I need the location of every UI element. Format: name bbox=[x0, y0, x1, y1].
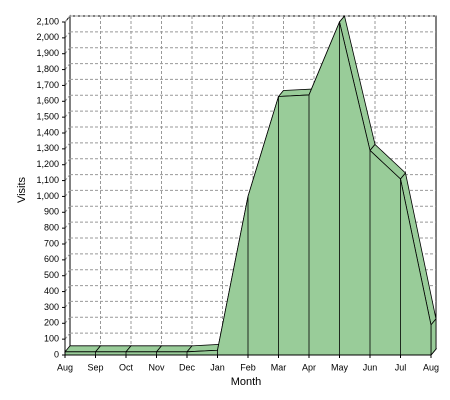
grid-line-side bbox=[64, 47, 71, 55]
grid-line-side bbox=[64, 253, 71, 261]
y-tick-label: 500 bbox=[44, 270, 59, 280]
x-tick-label: Aug bbox=[423, 362, 439, 372]
grid-line-side bbox=[64, 269, 71, 277]
y-tick-label: 2,000 bbox=[36, 32, 59, 42]
grid-line-side bbox=[64, 205, 71, 213]
x-tick-label: Dec bbox=[179, 362, 196, 372]
y-tick-label: 1,000 bbox=[36, 191, 59, 201]
grid-line-side bbox=[64, 142, 71, 150]
y-tick-label: 0 bbox=[54, 349, 59, 359]
area-depth bbox=[94, 345, 132, 353]
area-depth-end bbox=[430, 317, 437, 357]
y-tick-label: 1,800 bbox=[36, 64, 59, 74]
grid-line-side bbox=[64, 63, 71, 70]
grid-line-side bbox=[64, 316, 71, 324]
x-tick-label: Mar bbox=[271, 362, 287, 372]
y-tick-label: 1,300 bbox=[36, 143, 59, 153]
y-tick-label: 1,700 bbox=[36, 80, 59, 90]
x-tick-label: Jul bbox=[395, 362, 407, 372]
grid-line-side bbox=[64, 110, 71, 118]
y-tick-label: 200 bbox=[44, 318, 59, 328]
x-tick-label: Aug bbox=[57, 362, 73, 372]
x-tick-label: Oct bbox=[119, 362, 134, 372]
y-tick-label: 2,100 bbox=[36, 16, 59, 26]
x-tick-label: Feb bbox=[240, 362, 256, 372]
y-tick-label: 1,400 bbox=[36, 127, 59, 137]
y-tick-label: 600 bbox=[44, 254, 59, 264]
area-depth bbox=[125, 345, 163, 353]
y-axis-title: Visits bbox=[16, 176, 28, 203]
x-tick-label: Sep bbox=[87, 362, 103, 372]
y-tick-label: 700 bbox=[44, 238, 59, 248]
x-tick-label: Jun bbox=[363, 362, 378, 372]
y-tick-label: 300 bbox=[44, 302, 59, 312]
area-depth bbox=[155, 345, 193, 353]
grid-line-side bbox=[64, 190, 71, 197]
plot-side bbox=[64, 14, 71, 357]
x-tick-label: May bbox=[331, 362, 349, 372]
y-tick-label: 1,500 bbox=[36, 112, 59, 122]
y-tick-label: 1,600 bbox=[36, 96, 59, 106]
grid-line-side bbox=[64, 15, 71, 23]
x-tick-label: Jan bbox=[210, 362, 225, 372]
x-axis-title: Month bbox=[231, 376, 262, 388]
y-tick-label: 1,100 bbox=[36, 175, 59, 185]
y-tick-label: 1,200 bbox=[36, 159, 59, 169]
grid-line-side bbox=[64, 285, 71, 292]
grid-line-side bbox=[64, 301, 71, 308]
grid-line-side bbox=[64, 174, 71, 181]
y-tick-label: 1,900 bbox=[36, 48, 59, 58]
grid-line-side bbox=[64, 158, 71, 166]
y-tick-label: 100 bbox=[44, 334, 59, 344]
y-tick-label: 400 bbox=[44, 286, 59, 296]
x-tick-label: Nov bbox=[148, 362, 165, 372]
x-tick-label: Apr bbox=[302, 362, 316, 372]
y-tick-label: 800 bbox=[44, 223, 59, 233]
grid-line-side bbox=[64, 332, 71, 340]
grid-line-side bbox=[64, 221, 71, 229]
area-depth bbox=[64, 345, 102, 353]
grid-line-side bbox=[64, 237, 71, 245]
grid-line-side bbox=[64, 94, 71, 102]
grid-line-side bbox=[64, 126, 71, 134]
grid-line-side bbox=[64, 79, 71, 86]
y-tick-label: 900 bbox=[44, 207, 59, 217]
grid-line-side bbox=[64, 31, 71, 39]
